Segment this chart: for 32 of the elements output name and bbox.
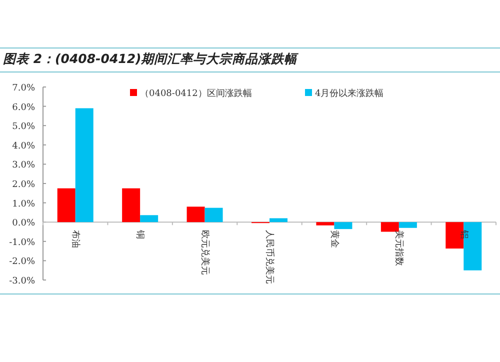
bar: [398, 222, 417, 228]
bar: [57, 188, 76, 222]
chart-title: 图表 2：(0408-0412)期间汇率与大宗商品涨跌幅: [3, 51, 300, 66]
bar: [186, 206, 205, 222]
y-tick-label: 0.0%: [12, 218, 36, 229]
y-tick-label: 6.0%: [12, 102, 36, 113]
x-tick-label: 美元指数: [394, 230, 405, 266]
bar: [122, 188, 140, 222]
y-tick-label: 3.0%: [12, 160, 36, 171]
legend-label: （0408-0412）区间涨跌幅: [140, 88, 252, 99]
x-tick-label: 人民币兑美元: [264, 230, 276, 284]
x-tick-label: 布油: [70, 230, 82, 248]
bar: [334, 222, 352, 230]
y-tick-label: -2.0%: [9, 257, 36, 268]
x-tick-label: 欧元兑美元: [199, 230, 210, 276]
y-tick-label: -1.0%: [9, 238, 36, 248]
bar: [316, 222, 334, 226]
y-tick-label: 2.0%: [12, 180, 36, 190]
y-tick-label: 5.0%: [12, 122, 36, 132]
x-tick-label: 铜: [134, 229, 146, 240]
bar: [270, 218, 288, 222]
y-tick-label: -3.0%: [9, 276, 36, 286]
legend-label: 4月份以来涨跌幅: [315, 88, 384, 99]
y-tick-label: 1.0%: [12, 199, 36, 210]
bar: [204, 208, 223, 222]
bar: [140, 215, 158, 222]
y-tick-label: 7.0%: [12, 84, 36, 94]
bar: [380, 222, 399, 232]
x-tick-label: 铝: [458, 229, 470, 240]
y-tick-label: 4.0%: [12, 141, 36, 152]
x-tick-label: 黄金: [328, 230, 340, 248]
bar: [75, 108, 94, 222]
